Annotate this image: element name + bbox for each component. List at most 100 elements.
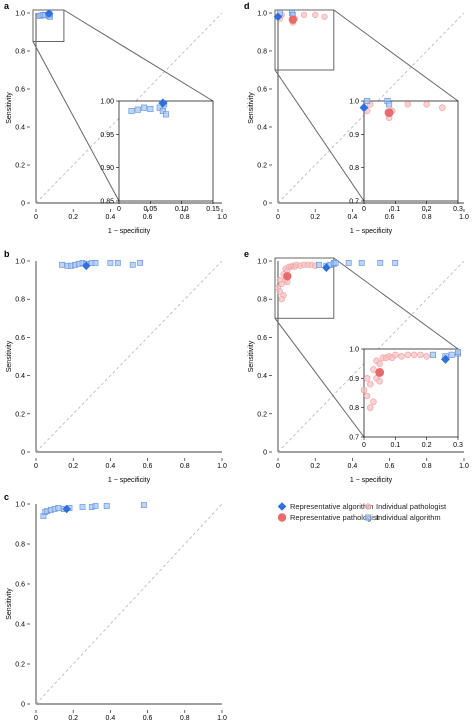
y-tick-label: 1.0 bbox=[349, 99, 359, 106]
inset-frame bbox=[118, 100, 214, 202]
y-axis-title: Sensitivity bbox=[248, 340, 255, 372]
individual-pathologist-point bbox=[417, 351, 424, 359]
individual-algorithm-point bbox=[332, 260, 339, 266]
y-tick-label: 1.0 bbox=[257, 259, 267, 266]
zoom-connector-lower bbox=[274, 69, 365, 202]
red-circle-icon bbox=[277, 513, 287, 522]
x-tick-label: 1.0 bbox=[217, 463, 227, 470]
individual-pathologist-point bbox=[367, 380, 374, 388]
y-tick-label: 0 bbox=[21, 201, 25, 208]
individual-algorithm-point bbox=[59, 261, 65, 268]
x-tick-label: 1.0 bbox=[217, 214, 227, 221]
y-tick-label: 0.6 bbox=[257, 87, 267, 94]
y-tick-label: 0 bbox=[263, 201, 267, 208]
representative-algorithm-point bbox=[277, 502, 287, 511]
individual-pathologist-point bbox=[392, 351, 399, 359]
zoom-connector-upper bbox=[63, 9, 214, 102]
x-tick-label: 0.8 bbox=[180, 715, 190, 722]
y-tick-label: 1.0 bbox=[15, 502, 25, 509]
main-points bbox=[274, 260, 399, 303]
individual-pathologist-point bbox=[367, 404, 374, 411]
individual-algorithm-point bbox=[448, 351, 455, 358]
individual-algorithm-point bbox=[147, 105, 154, 113]
inset-e: 0 0.1 0.2 0.3 0.7 0.8 0.9 1.0 bbox=[349, 347, 463, 450]
individual-algorithm-point bbox=[162, 111, 170, 118]
panel-letter: d bbox=[244, 1, 250, 11]
legend-label: Individual pathologist bbox=[376, 502, 447, 511]
representative-pathologist-point bbox=[375, 368, 385, 377]
individual-algorithm-point bbox=[129, 261, 136, 268]
panel-a: a0 0.2 0.4 0.6 0.8 1.000.20.40.60.81.01 − spe… bbox=[4, 1, 227, 235]
x-axis-title: 1 − specificity bbox=[108, 228, 151, 235]
legend-item: Individual algorithm bbox=[365, 513, 441, 522]
individual-pathologist-point bbox=[364, 503, 372, 510]
x-tick-label: 0.6 bbox=[143, 214, 153, 221]
individual-pathologist-point bbox=[278, 296, 285, 303]
panel-letter: c bbox=[4, 492, 9, 502]
representative-algorithm-point bbox=[273, 12, 283, 22]
individual-pathologist-point bbox=[276, 288, 283, 295]
individual-pathologist-point bbox=[300, 11, 308, 18]
y-tick-label: 0.2 bbox=[257, 163, 267, 170]
representative-pathologist-point bbox=[384, 108, 394, 118]
individual-algorithm-point bbox=[92, 503, 99, 509]
x-tick-label: 0.3 bbox=[453, 442, 463, 449]
individual-algorithm-point bbox=[128, 107, 135, 115]
representative-algorithm-point bbox=[62, 504, 71, 514]
x-tick-label: 1.0 bbox=[459, 463, 469, 470]
x-tick-label: 0 bbox=[34, 463, 38, 470]
x-tick-label: 0.6 bbox=[143, 463, 153, 470]
x-tick-label: 0.1 bbox=[390, 442, 400, 449]
x-tick-label: 0.2 bbox=[310, 214, 320, 221]
x-tick-label: 0.6 bbox=[385, 463, 395, 470]
individual-algorithm-point bbox=[103, 503, 110, 509]
legend-label: Individual algorithm bbox=[376, 513, 441, 522]
x-tick-label: 0.2 bbox=[422, 442, 432, 449]
y-tick-label: 0.4 bbox=[257, 373, 267, 380]
individual-pathologist-point bbox=[370, 398, 377, 406]
x-tick-label: 0.3 bbox=[453, 206, 463, 213]
zoom-region-box bbox=[274, 9, 335, 71]
panel-letter: e bbox=[244, 249, 249, 259]
individual-algorithm-point bbox=[141, 104, 148, 111]
legend-item: Representative pathologist bbox=[277, 513, 380, 522]
individual-algorithm-point bbox=[107, 260, 114, 266]
main-points bbox=[59, 260, 144, 271]
representative-pathologist-point bbox=[283, 272, 292, 281]
individual-algorithm-point bbox=[55, 505, 62, 511]
x-tick-label: 0.8 bbox=[180, 463, 190, 470]
individual-pathologist-point bbox=[278, 280, 285, 288]
representative-algorithm-point bbox=[440, 354, 450, 364]
legend-label: Representative algorithm bbox=[290, 502, 373, 511]
x-tick-label: 0.05 bbox=[144, 206, 158, 213]
individual-algorithm-point bbox=[156, 104, 163, 111]
y-tick-label: 0.8 bbox=[349, 405, 359, 412]
inset-points bbox=[359, 97, 446, 121]
legend-item: Individual pathologist bbox=[364, 502, 447, 511]
y-tick-label: 0.4 bbox=[15, 125, 25, 132]
y-tick-label: 0 bbox=[21, 450, 25, 457]
y-tick-label: 0.6 bbox=[15, 335, 25, 342]
x-tick-label: 0.2 bbox=[68, 463, 78, 470]
y-tick-label: 0.4 bbox=[257, 125, 267, 132]
x-tick-label: 1.0 bbox=[459, 214, 469, 221]
x-tick-label: 0.2 bbox=[310, 463, 320, 470]
y-axis-title: Sensitivity bbox=[6, 92, 13, 124]
zoom-connector-lower bbox=[274, 318, 365, 438]
y-tick-label: 0.8 bbox=[15, 297, 25, 304]
y-tick-label: 0 bbox=[21, 702, 25, 709]
y-tick-label: 1.0 bbox=[15, 11, 25, 18]
representative-algorithm-point bbox=[81, 261, 91, 271]
x-tick-label: 0.2 bbox=[68, 715, 78, 722]
zoom-connector-upper bbox=[333, 9, 459, 102]
x-tick-label: 1.0 bbox=[217, 715, 227, 722]
chance-diagonal bbox=[35, 503, 223, 705]
individual-algorithm-point bbox=[386, 101, 393, 108]
x-tick-label: 0.4 bbox=[106, 214, 116, 221]
inset-frame bbox=[363, 100, 459, 202]
individual-algorithm-point bbox=[134, 106, 141, 113]
zoom-connector-lower bbox=[32, 41, 120, 202]
x-tick-label: 0.2 bbox=[68, 214, 78, 221]
x-tick-label: 0.4 bbox=[106, 715, 116, 722]
